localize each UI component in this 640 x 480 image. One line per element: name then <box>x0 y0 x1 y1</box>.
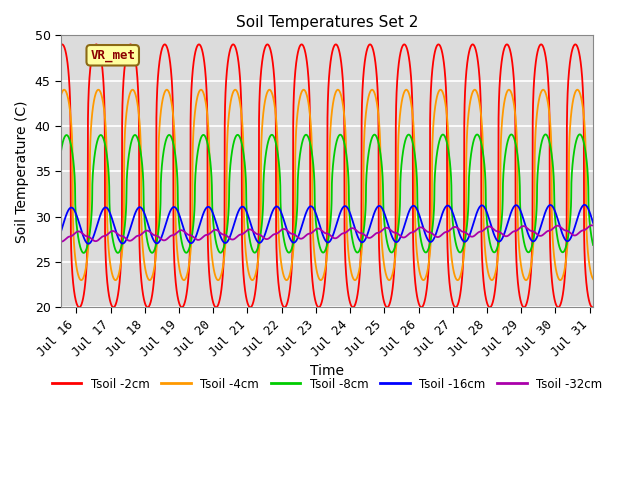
Tsoil -8cm <box>456 250 464 255</box>
Tsoil -16cm <box>56 234 63 240</box>
Tsoil -4cm <box>497 133 505 139</box>
Tsoil -8cm <box>260 162 268 168</box>
Tsoil -2cm <box>261 46 269 51</box>
Tsoil -2cm <box>456 291 464 297</box>
Tsoil -8cm <box>56 163 63 168</box>
Tsoil -32cm <box>260 236 268 241</box>
Tsoil -8cm <box>378 160 385 166</box>
Tsoil -4cm <box>405 90 413 96</box>
Tsoil -32cm <box>56 238 63 244</box>
Legend: Tsoil -2cm, Tsoil -4cm, Tsoil -8cm, Tsoil -16cm, Tsoil -32cm: Tsoil -2cm, Tsoil -4cm, Tsoil -8cm, Tsoi… <box>47 373 607 396</box>
Tsoil -16cm <box>497 238 505 243</box>
Tsoil -32cm <box>58 239 65 244</box>
Tsoil -32cm <box>456 228 464 233</box>
Tsoil -16cm <box>153 240 161 246</box>
Tsoil -8cm <box>497 224 505 229</box>
X-axis label: Time: Time <box>310 364 344 378</box>
Tsoil -2cm <box>195 42 203 48</box>
Tsoil -2cm <box>593 295 600 301</box>
Tsoil -2cm <box>56 46 63 52</box>
Tsoil -32cm <box>593 225 600 231</box>
Tsoil -2cm <box>405 54 413 60</box>
Tsoil -2cm <box>109 304 117 310</box>
Tsoil -2cm <box>497 63 505 69</box>
Tsoil -8cm <box>593 249 600 255</box>
Text: VR_met: VR_met <box>90 49 135 62</box>
Tsoil -2cm <box>378 285 385 291</box>
Tsoil -8cm <box>405 132 413 137</box>
Line: Tsoil -4cm: Tsoil -4cm <box>60 90 596 280</box>
Tsoil -4cm <box>260 101 268 107</box>
Tsoil -4cm <box>378 234 385 240</box>
Tsoil -32cm <box>405 231 413 237</box>
Tsoil -32cm <box>588 222 596 228</box>
Tsoil -4cm <box>593 275 600 281</box>
Tsoil -16cm <box>378 204 385 210</box>
Tsoil -4cm <box>436 87 444 93</box>
Y-axis label: Soil Temperature (C): Soil Temperature (C) <box>15 100 29 242</box>
Tsoil -32cm <box>153 233 161 239</box>
Title: Soil Temperatures Set 2: Soil Temperatures Set 2 <box>236 15 418 30</box>
Tsoil -16cm <box>260 232 268 238</box>
Tsoil -16cm <box>456 233 464 239</box>
Tsoil -16cm <box>84 241 92 247</box>
Tsoil -8cm <box>576 132 584 137</box>
Tsoil -32cm <box>378 228 385 234</box>
Tsoil -4cm <box>56 101 63 107</box>
Tsoil -2cm <box>153 93 161 99</box>
Tsoil -4cm <box>351 277 359 283</box>
Tsoil -16cm <box>593 230 600 236</box>
Line: Tsoil -32cm: Tsoil -32cm <box>60 225 596 241</box>
Line: Tsoil -8cm: Tsoil -8cm <box>60 134 596 253</box>
Tsoil -8cm <box>153 238 161 243</box>
Tsoil -16cm <box>580 202 588 208</box>
Line: Tsoil -16cm: Tsoil -16cm <box>60 205 596 244</box>
Tsoil -4cm <box>456 274 464 279</box>
Line: Tsoil -2cm: Tsoil -2cm <box>60 45 596 307</box>
Tsoil -32cm <box>497 230 505 236</box>
Tsoil -16cm <box>405 209 413 215</box>
Tsoil -4cm <box>153 242 161 248</box>
Tsoil -8cm <box>80 250 88 256</box>
